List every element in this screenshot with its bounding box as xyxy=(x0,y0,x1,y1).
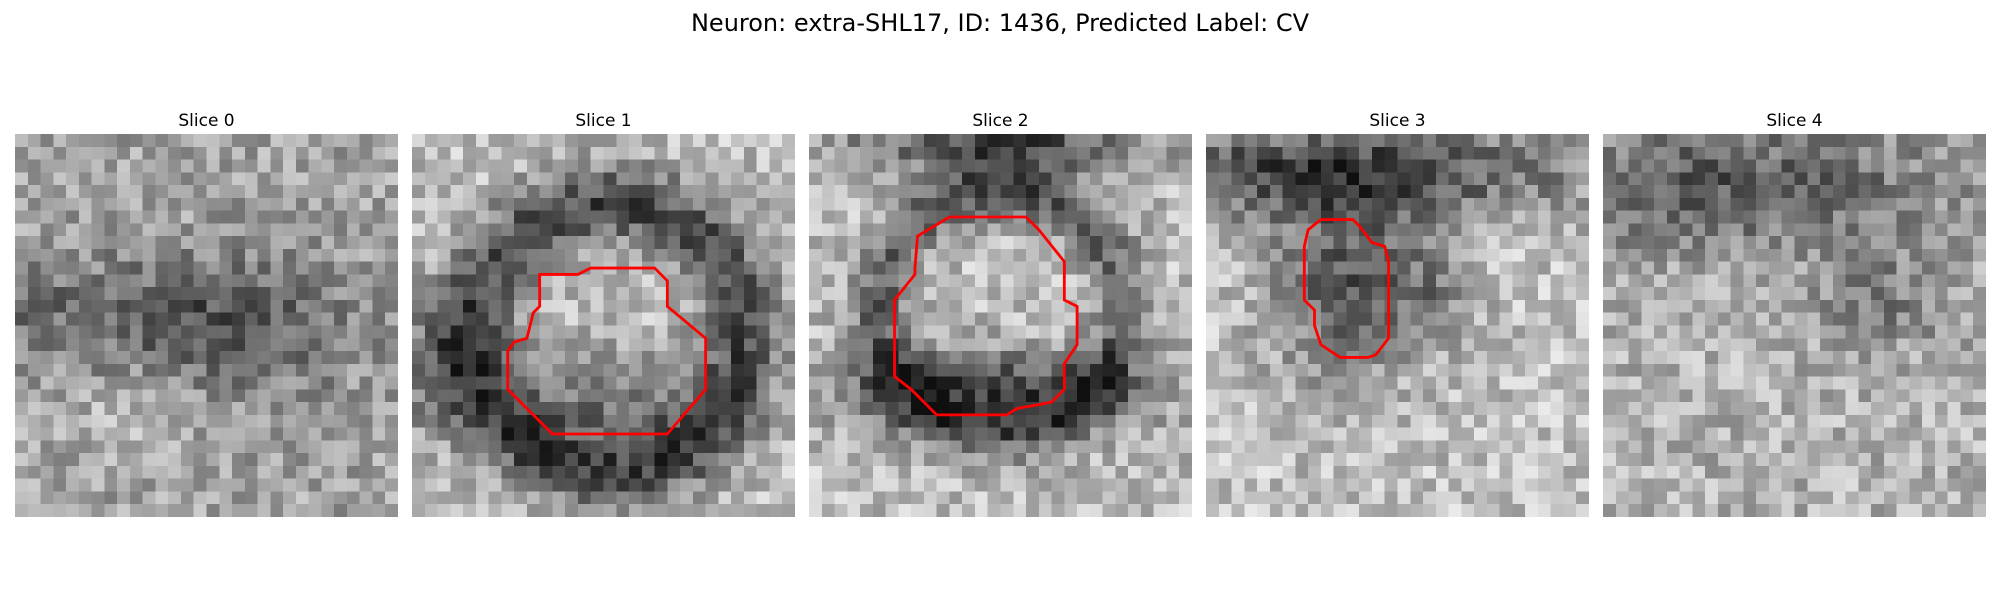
slice-panel-3: Slice 3 xyxy=(1206,110,1589,134)
slice-image-2 xyxy=(809,134,1192,517)
slice-image-4 xyxy=(1603,134,1986,517)
slice-panel-4: Slice 4 xyxy=(1603,110,1986,134)
slice-image-3 xyxy=(1206,134,1589,517)
slice-panel-1: Slice 1 xyxy=(412,110,795,134)
slice-panel-0: Slice 0 xyxy=(15,110,398,134)
slice-title-0: Slice 0 xyxy=(15,110,398,134)
slice-panel-2: Slice 2 xyxy=(809,110,1192,134)
slice-title-1: Slice 1 xyxy=(412,110,795,134)
figure-title: Neuron: extra-SHL17, ID: 1436, Predicted… xyxy=(0,9,2000,37)
slice-title-4: Slice 4 xyxy=(1603,110,1986,134)
slice-image-0 xyxy=(15,134,398,517)
slice-title-2: Slice 2 xyxy=(809,110,1192,134)
slice-title-3: Slice 3 xyxy=(1206,110,1589,134)
slice-image-1 xyxy=(412,134,795,517)
